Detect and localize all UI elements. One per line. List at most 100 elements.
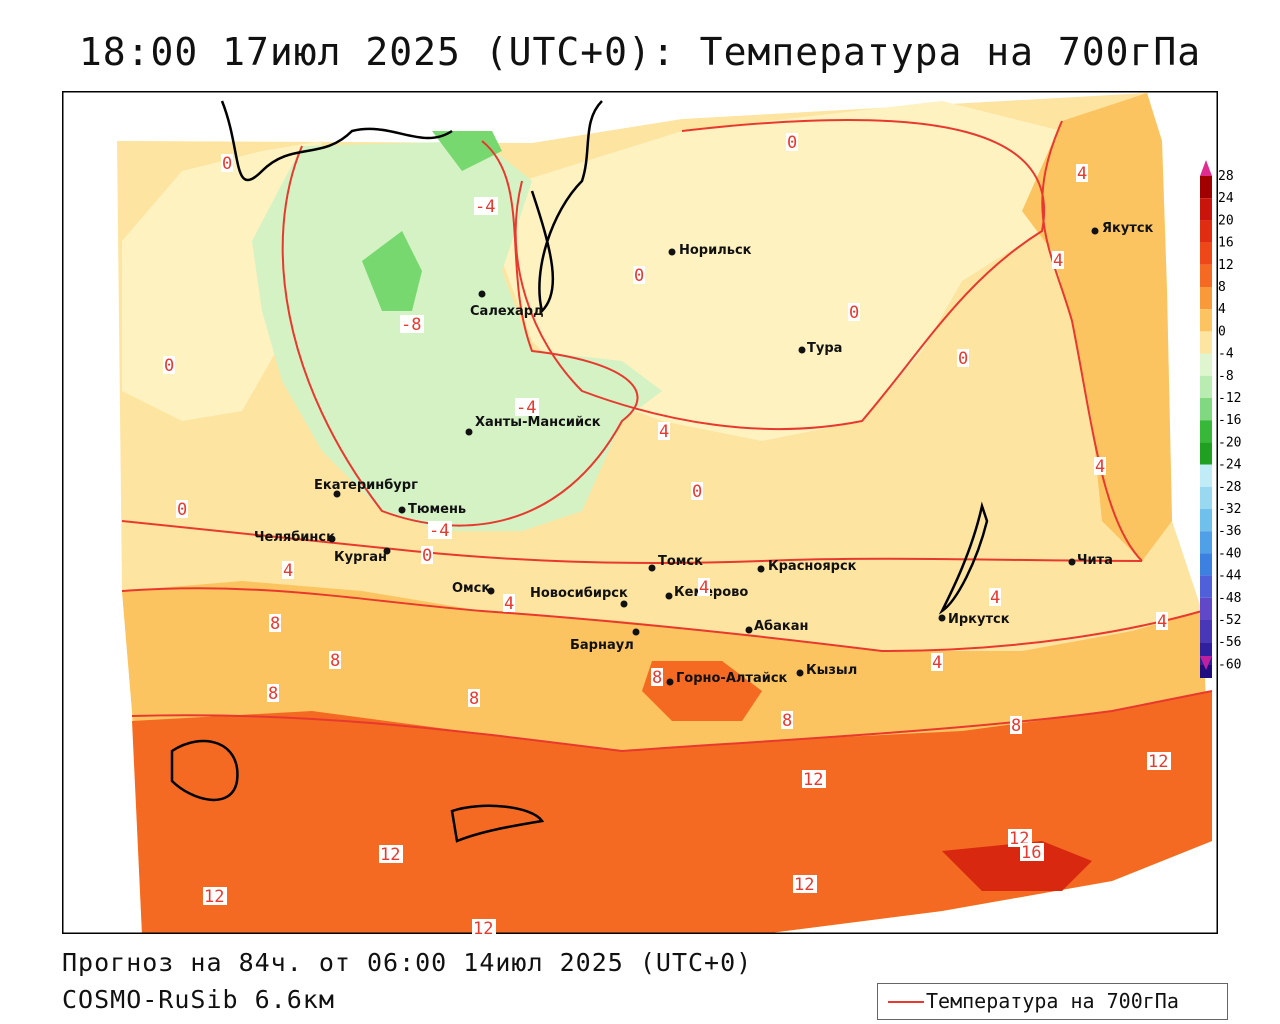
colorbar-tick-label: 12	[1218, 258, 1234, 273]
colorbar-tick-label: 20	[1218, 213, 1234, 228]
svg-text:0: 0	[634, 266, 644, 286]
cities: Норильск Якутск Салехард Тура Ханты-Манс…	[254, 221, 1154, 686]
model-info: COSMO-RuSib 6.6км	[62, 985, 335, 1014]
colorbar-tick-label: 4	[1218, 302, 1226, 317]
colorbar-tick-label: 16	[1218, 236, 1234, 251]
city-chelyabinsk: Челябинск	[254, 530, 336, 545]
colorbar-tick-label: -32	[1218, 502, 1241, 517]
colorbar-swatch	[1200, 553, 1212, 576]
city-label: Челябинск	[254, 530, 335, 545]
svg-text:8: 8	[270, 614, 280, 634]
isoline-label: -4	[428, 521, 452, 541]
isoline-label: 4	[503, 594, 515, 614]
isoline-label: 8	[329, 651, 341, 671]
isoline-label: 0	[691, 482, 703, 502]
city-irkutsk: Иркутск	[938, 612, 1010, 627]
city-tomsk: Томск	[648, 554, 703, 572]
isoline-label: 0	[163, 356, 175, 376]
colorbar-swatch	[1200, 398, 1212, 421]
svg-text:12: 12	[1148, 752, 1168, 772]
city-label: Иркутск	[948, 612, 1010, 627]
city-krasnoyarsk: Красноярск	[757, 559, 857, 574]
zone-12-16	[132, 691, 1212, 934]
city-yakutsk: Якутск	[1091, 221, 1154, 236]
svg-text:8: 8	[652, 668, 662, 688]
colorbar: 28 24 20 16 12 8 4 0 -4 -8 -12 -16 -20 -24 -28 -32 -36 -4…	[1200, 160, 1242, 678]
colorbar-tick-label: -36	[1218, 524, 1241, 539]
svg-text:-8: -8	[401, 315, 421, 335]
svg-text:8: 8	[782, 711, 792, 731]
map-title: 18:00 17июл 2025 (UTC+0): Температура на…	[78, 30, 1202, 74]
city-label: Якутск	[1102, 221, 1154, 236]
city-label: Кемерово	[674, 585, 748, 600]
colorbar-swatch	[1200, 420, 1212, 443]
isoline-label: 12	[379, 845, 403, 865]
city-salekhard: Салехард	[470, 290, 544, 319]
svg-text:4: 4	[990, 588, 1000, 608]
colorbar-swatch	[1200, 509, 1212, 532]
colorbar-tick-label: -28	[1218, 480, 1241, 495]
colorbar-swatch	[1200, 375, 1212, 398]
colorbar-swatch	[1200, 242, 1212, 265]
isoline-label: 12	[1147, 752, 1171, 772]
svg-text:-4: -4	[475, 197, 495, 217]
colorbar-tick-label: -48	[1218, 591, 1241, 606]
svg-text:0: 0	[692, 482, 702, 502]
legend: Температура на 700гПа	[877, 983, 1228, 1020]
svg-text:-4: -4	[516, 398, 536, 418]
colorbar-swatch	[1200, 198, 1212, 221]
colorbar-swatch	[1200, 486, 1212, 509]
svg-text:0: 0	[849, 303, 859, 323]
colorbar-swatch	[1200, 531, 1212, 554]
colorbar-swatch	[1200, 331, 1212, 354]
city-novosibirsk: Новосибирск	[530, 586, 628, 608]
zone-cold-darker2	[432, 131, 502, 171]
isoline-label: 12	[802, 770, 826, 790]
svg-text:4: 4	[932, 653, 942, 673]
city-label: Горно-Алтайск	[676, 671, 788, 686]
colorbar-tick-label: -44	[1218, 569, 1242, 584]
city-chita: Чита	[1068, 553, 1113, 568]
isoline-label: 12	[793, 875, 817, 895]
colorbar-tick-label: -8	[1218, 369, 1234, 384]
city-label: Красноярск	[768, 559, 857, 574]
city-omsk: Омск	[452, 581, 495, 596]
colorbar-tick-label: -12	[1218, 391, 1241, 406]
isoline-label: 0	[848, 303, 860, 323]
isoline-label: 4	[282, 561, 294, 581]
legend-label: Температура на 700гПа	[926, 989, 1179, 1013]
zone-12-altai	[642, 661, 762, 721]
isoline-label: 0	[633, 266, 645, 286]
city-tyumen: Тюмень	[398, 502, 466, 517]
city-label: Чита	[1077, 553, 1113, 568]
colorbar-swatch	[1200, 575, 1212, 598]
isoline-label: 0	[786, 133, 798, 153]
temperature-map: Норильск Якутск Салехард Тура Ханты-Манс…	[62, 91, 1218, 934]
zone-16-20	[942, 841, 1092, 891]
colorbar-swatch	[1200, 220, 1212, 243]
city-label: Тура	[807, 341, 842, 356]
colorbar-tick-label: 8	[1218, 280, 1226, 295]
svg-text:4: 4	[504, 594, 514, 614]
svg-text:4: 4	[283, 561, 293, 581]
isoline-label: 8	[468, 689, 480, 709]
isoline-label: 0	[421, 546, 433, 566]
city-label: Тюмень	[408, 502, 466, 517]
svg-text:0: 0	[787, 133, 797, 153]
isolines	[121, 118, 1213, 753]
colorbar-tick-label: -52	[1218, 613, 1241, 628]
colorbar-tick-label: 28	[1218, 169, 1234, 184]
colorbar-swatch	[1200, 264, 1212, 287]
colorbar-swatch	[1200, 442, 1212, 465]
svg-text:0: 0	[422, 546, 432, 566]
city-label: Новосибирск	[530, 586, 628, 601]
svg-text:12: 12	[380, 845, 400, 865]
isoline-label: 4	[1076, 164, 1088, 184]
isoline-label: 4	[989, 588, 1001, 608]
isoline-label: 4	[1156, 612, 1168, 632]
svg-text:-4: -4	[429, 521, 449, 541]
isoline-label: -8	[400, 315, 424, 335]
colorbar-swatch	[1200, 353, 1212, 376]
colorbar-tick-label: -40	[1218, 546, 1241, 561]
svg-text:4: 4	[699, 578, 709, 598]
